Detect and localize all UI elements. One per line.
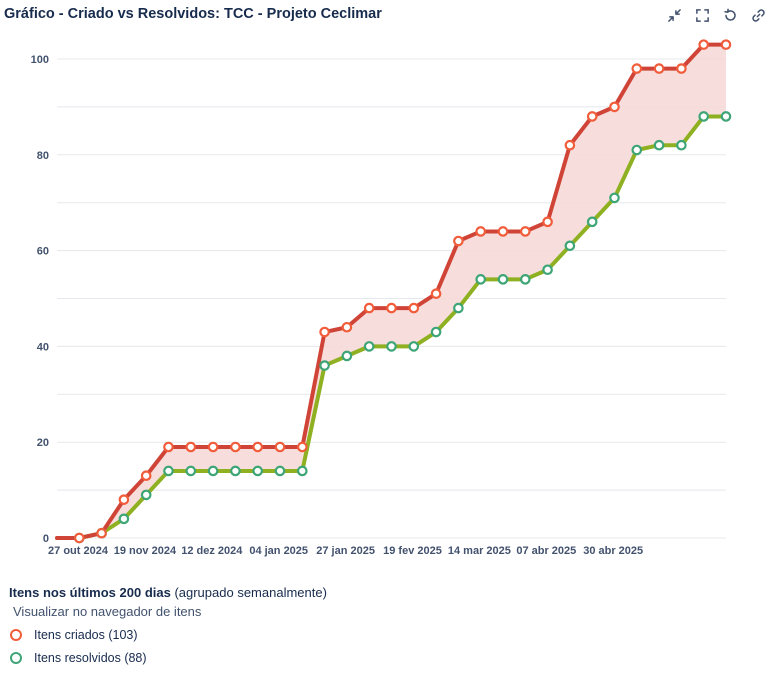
y-tick-label: 20 (37, 437, 49, 449)
x-tick-label: 27 out 2024 (48, 545, 109, 557)
data-point-created[interactable] (698, 39, 709, 50)
x-tick-label: 12 dez 2024 (181, 545, 243, 557)
data-point-created[interactable] (430, 288, 442, 300)
data-point-created[interactable] (609, 101, 620, 113)
data-point-resolved[interactable] (475, 274, 486, 285)
y-tick-label: 60 (37, 246, 49, 258)
data-point-resolved[interactable] (319, 360, 330, 371)
x-tick-label: 14 mar 2025 (448, 545, 511, 557)
data-point-created[interactable] (586, 111, 598, 122)
data-point-resolved[interactable] (586, 216, 598, 228)
data-point-resolved[interactable] (698, 111, 709, 122)
data-point-resolved[interactable] (542, 264, 553, 276)
data-point-resolved[interactable] (252, 465, 264, 477)
data-point-resolved[interactable] (386, 341, 397, 352)
data-point-created[interactable] (408, 302, 420, 314)
data-point-created[interactable] (676, 63, 687, 74)
data-point-resolved[interactable] (207, 465, 219, 477)
data-point-created[interactable] (319, 326, 330, 338)
data-point-resolved[interactable] (519, 274, 531, 285)
data-point-resolved[interactable] (296, 465, 308, 477)
x-tick-label: 04 jan 2025 (249, 545, 308, 557)
collapse-icon[interactable] (663, 4, 685, 26)
data-point-created[interactable] (252, 441, 264, 453)
data-point-resolved[interactable] (341, 350, 353, 362)
data-point-created[interactable] (341, 321, 353, 333)
data-point-resolved[interactable] (676, 139, 687, 151)
data-point-created[interactable] (497, 226, 509, 237)
refresh-icon[interactable] (719, 4, 741, 26)
legend-item-resolved[interactable]: Itens resolvidos (88) (9, 651, 769, 665)
data-point-resolved[interactable] (430, 326, 442, 338)
line-chart: 0 20 40 60 80 100 27 out 2024 19 nov 2024 12 dez… (31, 39, 732, 557)
data-point-resolved[interactable] (609, 192, 620, 204)
y-tick-label: 100 (31, 54, 49, 66)
legend-heading-rest: (agrupado semanalmente) (170, 585, 327, 600)
data-point-resolved[interactable] (564, 240, 576, 252)
chart-header: Gráfico - Criado vs Resolvidos: TCC - Pr… (0, 0, 775, 30)
created-resolved-band (57, 44, 726, 538)
data-point-resolved[interactable] (653, 139, 665, 151)
series-lines (55, 39, 732, 544)
data-point-resolved[interactable] (497, 274, 509, 285)
x-tick-label: 19 nov 2024 (114, 545, 177, 557)
data-point-created[interactable] (118, 494, 130, 505)
data-point-resolved[interactable] (230, 465, 241, 477)
x-tick-label: 30 abr 2025 (583, 545, 643, 557)
data-point-resolved[interactable] (363, 341, 375, 352)
data-point-created[interactable] (296, 441, 308, 453)
y-tick-label: 0 (43, 533, 49, 545)
data-point-created[interactable] (163, 441, 174, 453)
data-point-resolved[interactable] (274, 465, 286, 477)
data-point-resolved[interactable] (631, 144, 643, 156)
fullscreen-icon[interactable] (691, 4, 713, 26)
legend-label-created: Itens criados (103) (34, 628, 138, 642)
chart-title: Gráfico - Criado vs Resolvidos: TCC - Pr… (4, 6, 382, 22)
y-tick-label: 80 (37, 150, 49, 162)
data-point-created[interactable] (475, 226, 486, 237)
axis-labels: 0 20 40 60 80 100 27 out 2024 19 nov 2024 12 dez… (31, 54, 644, 557)
legend-heading-bold: Itens nos últimos 200 dias (9, 585, 171, 600)
data-point-created[interactable] (542, 216, 553, 228)
x-tick-label: 27 jan 2025 (316, 545, 375, 557)
data-point-created[interactable] (386, 302, 397, 314)
data-point-resolved[interactable] (185, 465, 197, 477)
data-point-resolved[interactable] (720, 111, 732, 122)
resolved-marker-icon (10, 652, 22, 664)
issue-navigator-link[interactable]: Visualizar no navegador de itens (13, 604, 202, 619)
data-point-created[interactable] (653, 63, 665, 74)
data-point-created[interactable] (74, 532, 85, 544)
created-marker-icon (10, 629, 22, 641)
y-tick-label: 40 (37, 341, 49, 353)
data-point-created[interactable] (453, 235, 464, 247)
data-point-created[interactable] (185, 441, 197, 453)
data-point-created[interactable] (140, 470, 152, 482)
data-point-resolved[interactable] (140, 489, 152, 501)
data-point-resolved[interactable] (453, 302, 464, 314)
link-icon[interactable] (747, 4, 769, 26)
data-point-created[interactable] (519, 226, 531, 237)
data-point-resolved[interactable] (118, 513, 130, 525)
x-tick-label: 19 fev 2025 (383, 545, 442, 557)
legend-heading: Itens nos últimos 200 dias (agrupado sem… (9, 585, 769, 600)
data-point-created[interactable] (96, 527, 107, 539)
data-point-created[interactable] (720, 39, 732, 50)
data-point-created[interactable] (564, 139, 576, 151)
chart-toolbar (663, 4, 769, 26)
data-point-resolved[interactable] (408, 341, 420, 352)
data-point-created[interactable] (207, 441, 219, 453)
data-point-resolved[interactable] (163, 465, 174, 477)
data-point-created[interactable] (230, 441, 241, 453)
data-point-created[interactable] (363, 302, 375, 314)
legend-item-created[interactable]: Itens criados (103) (9, 628, 769, 642)
chart-legend: Itens nos últimos 200 dias (agrupado sem… (9, 585, 769, 665)
data-point-created[interactable] (631, 63, 643, 74)
data-point-created[interactable] (274, 441, 286, 453)
x-tick-label: 07 abr 2025 (516, 545, 576, 557)
legend-label-resolved: Itens resolvidos (88) (34, 651, 147, 665)
